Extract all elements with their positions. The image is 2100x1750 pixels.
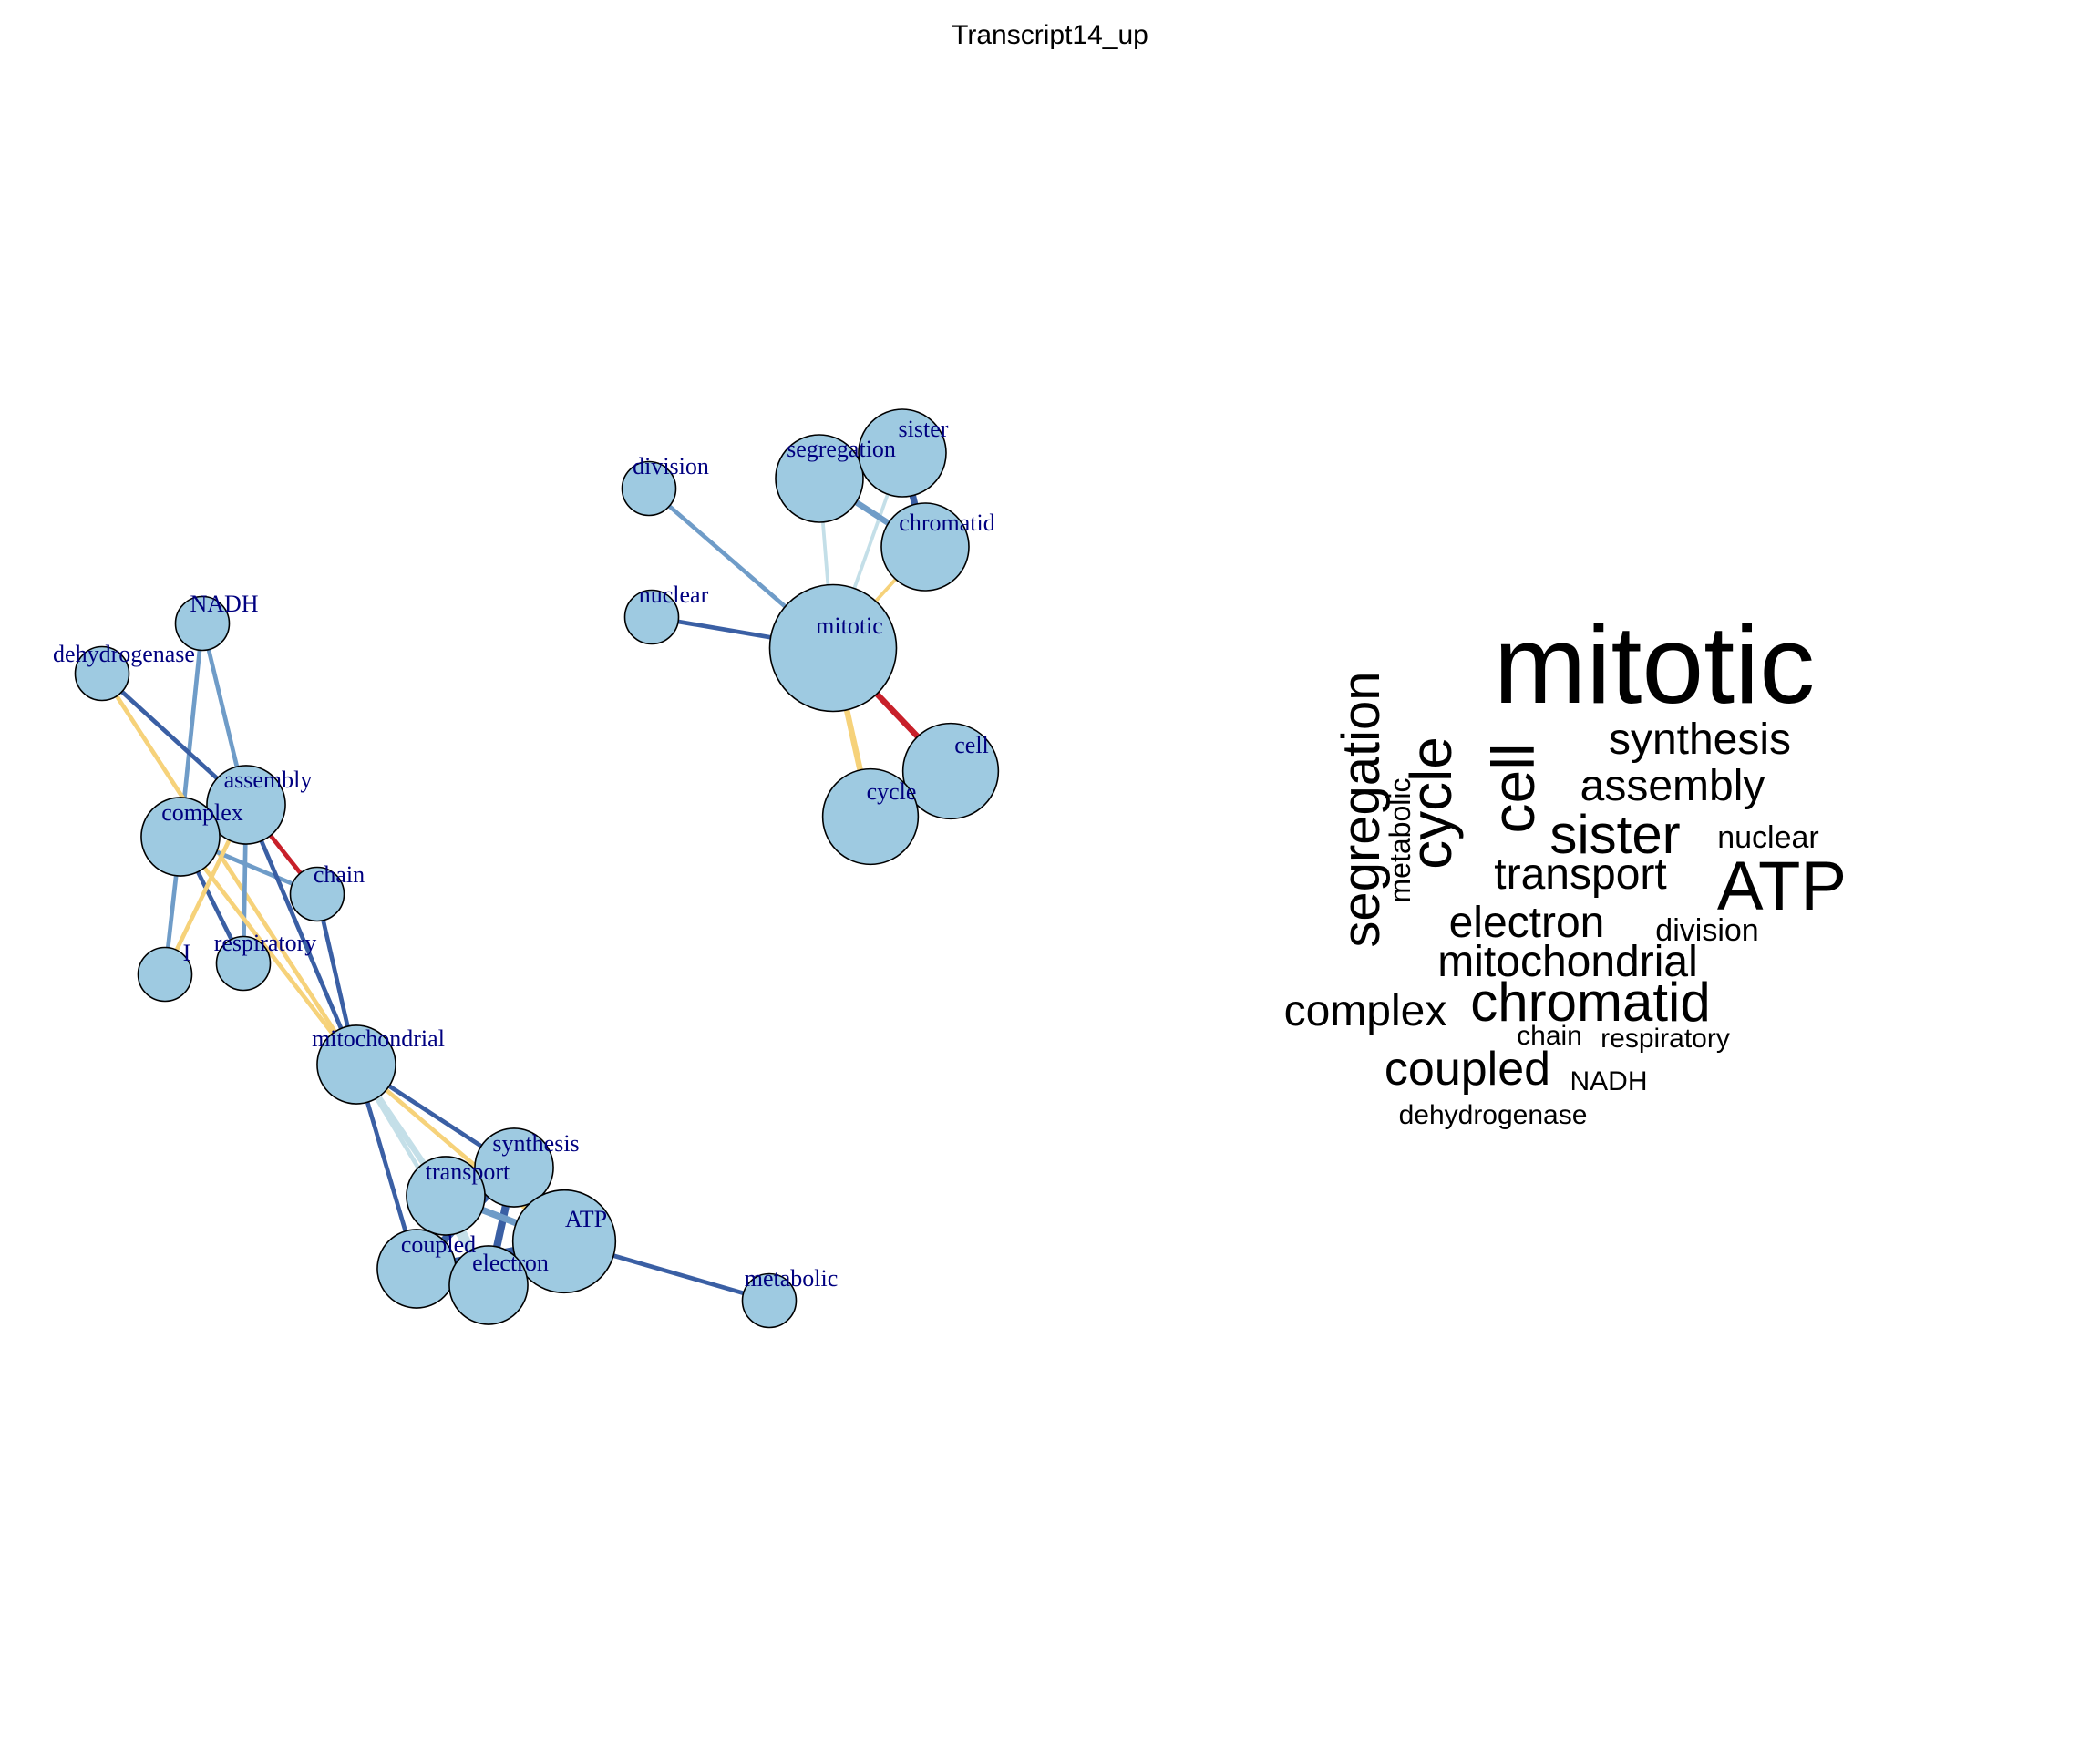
node-label-I: I (183, 940, 191, 966)
wordcloud-word-nuclear: nuclear (1717, 820, 1819, 855)
wordcloud-word-segregation: segregation (1332, 671, 1391, 947)
node-nuclear (623, 589, 680, 645)
node-chromatid (880, 502, 970, 592)
edge-dehydrogenase-mitochondrial (99, 671, 359, 1067)
node-metabolic (741, 1272, 798, 1329)
node-synthesis (474, 1127, 554, 1208)
node-assembly (206, 765, 286, 845)
figure-title: Transcript14_up (952, 20, 1148, 50)
node-mitotic (768, 583, 898, 713)
wordcloud-word-ATP: ATP (1717, 848, 1847, 925)
node-label-chromatid: chromatid (899, 510, 994, 536)
wordcloud-word-metabolic: metabolic (1384, 778, 1416, 903)
node-I (137, 946, 193, 1003)
node-label-mitochondrial: mitochondrial (312, 1025, 445, 1052)
network-nodes (74, 408, 1000, 1329)
node-label-chain: chain (314, 861, 365, 888)
edge-complex-mitochondrial (178, 834, 359, 1067)
edge-assembly-mitochondrial (243, 802, 359, 1067)
node-label-mitotic: mitotic (816, 612, 883, 639)
node-cell (901, 722, 1000, 820)
node-label-synthesis: synthesis (492, 1130, 579, 1157)
node-mitochondrial (316, 1024, 396, 1105)
node-label-respiratory: respiratory (214, 930, 317, 956)
wordcloud-word-complex: complex (1284, 987, 1447, 1035)
node-label-metabolic: metabolic (745, 1265, 839, 1292)
node-label-sister: sister (899, 416, 949, 442)
node-dehydrogenase (74, 645, 130, 702)
wordcloud-word-mitotic: mitotic (1494, 602, 1815, 726)
wordcloud-word-mitochondrial: mitochondrial (1437, 938, 1697, 986)
node-segregation (775, 434, 864, 523)
wordcloud-word-chromatid: chromatid (1470, 972, 1710, 1033)
node-label-dehydrogenase: dehydrogenase (53, 641, 195, 667)
wordcloud-word-synthesis: synthesis (1609, 715, 1791, 764)
node-label-NADH: NADH (190, 591, 258, 617)
wordcloud-word-coupled: coupled (1385, 1043, 1550, 1096)
node-chain (289, 866, 345, 922)
node-label-transport: transport (426, 1158, 510, 1185)
wordcloud-word-transport: transport (1494, 850, 1666, 899)
node-label-nuclear: nuclear (639, 582, 709, 608)
node-label-cell: cell (954, 732, 989, 758)
node-electron (448, 1245, 529, 1325)
node-label-coupled: coupled (401, 1231, 476, 1258)
wordcloud-word-chain: chain (1517, 1021, 1582, 1051)
node-ATP (511, 1189, 617, 1294)
wordcloud-word-NADH: NADH (1570, 1066, 1647, 1096)
node-cycle (821, 767, 920, 866)
node-complex (140, 797, 221, 877)
wordcloud-word-assembly: assembly (1580, 762, 1765, 810)
node-transport (406, 1156, 486, 1236)
wordcloud-word-cycle: cycle (1398, 736, 1464, 870)
node-respiratory (215, 935, 272, 992)
node-label-ATP: ATP (565, 1206, 607, 1232)
node-label-segregation: segregation (787, 436, 896, 462)
node-label-electron: electron (472, 1250, 549, 1276)
node-division (621, 460, 677, 517)
wordcloud-word-electron: electron (1449, 899, 1605, 947)
node-NADH (174, 595, 231, 652)
node-label-division: division (633, 453, 709, 479)
wordcloud-word-sister: sister (1549, 804, 1680, 865)
wordcloud-word-dehydrogenase: dehydrogenase (1399, 1100, 1588, 1130)
node-label-complex: complex (161, 799, 243, 826)
node-label-assembly: assembly (224, 767, 313, 793)
node-sister (858, 408, 947, 498)
wordcloud-word-division: division (1655, 913, 1758, 948)
wordcloud-word-respiratory: respiratory (1601, 1024, 1730, 1054)
wordcloud-word-cell: cell (1479, 743, 1547, 833)
node-label-cycle: cycle (867, 778, 917, 805)
